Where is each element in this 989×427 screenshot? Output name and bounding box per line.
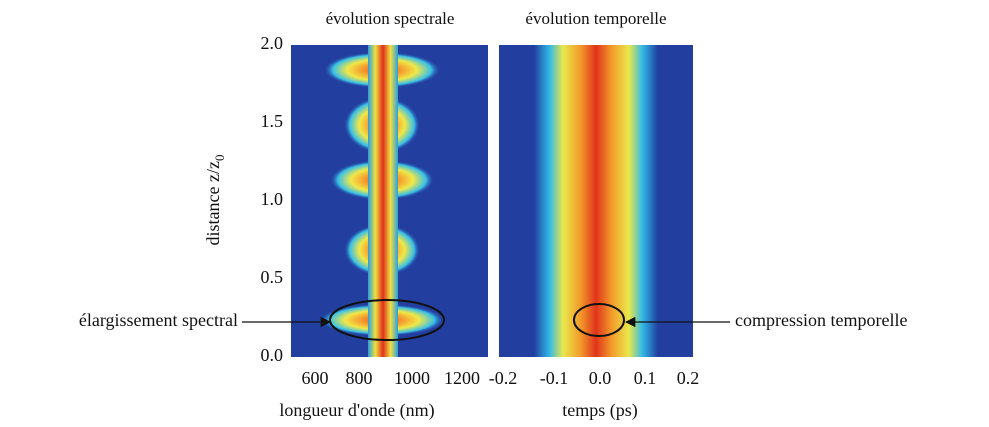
y-tick-label: 0.0 (261, 345, 284, 365)
x-tick-label: 600 (302, 368, 329, 388)
annotation: compression temporelle (735, 310, 907, 330)
panel-title: évolution spectrale (326, 9, 455, 28)
x-tick-label: 0.0 (589, 368, 612, 388)
x-tick-label: 0.1 (634, 368, 657, 388)
panel-title: évolution temporelle (525, 9, 666, 28)
ellipse (329, 299, 445, 341)
y-label-text: distance z/z (203, 161, 223, 245)
y-axis-label: distance z/z0 (203, 155, 227, 246)
y-tick-label: 2.0 (261, 33, 284, 53)
y-tick-label: 1.0 (261, 189, 284, 209)
y-label-subscript: 0 (212, 155, 227, 162)
spectral-heatmap (291, 45, 488, 357)
x-tick-label: -0.1 (540, 368, 569, 388)
x-tick-label: 0.2 (677, 368, 700, 388)
x-tick-label: 1200 (444, 368, 480, 388)
ellipse (573, 303, 625, 337)
y-tick-label: 1.5 (261, 111, 284, 131)
x-axis-label: longueur d'onde (nm) (279, 400, 434, 421)
x-axis-label: temps (ps) (562, 400, 638, 421)
x-tick-label: 800 (346, 368, 373, 388)
annotation: élargissement spectral (79, 310, 238, 330)
y-tick-label: 0.5 (261, 267, 284, 287)
x-tick-label: -0.2 (489, 368, 518, 388)
temporal-heatmap (499, 45, 693, 357)
x-tick-label: 1000 (394, 368, 430, 388)
